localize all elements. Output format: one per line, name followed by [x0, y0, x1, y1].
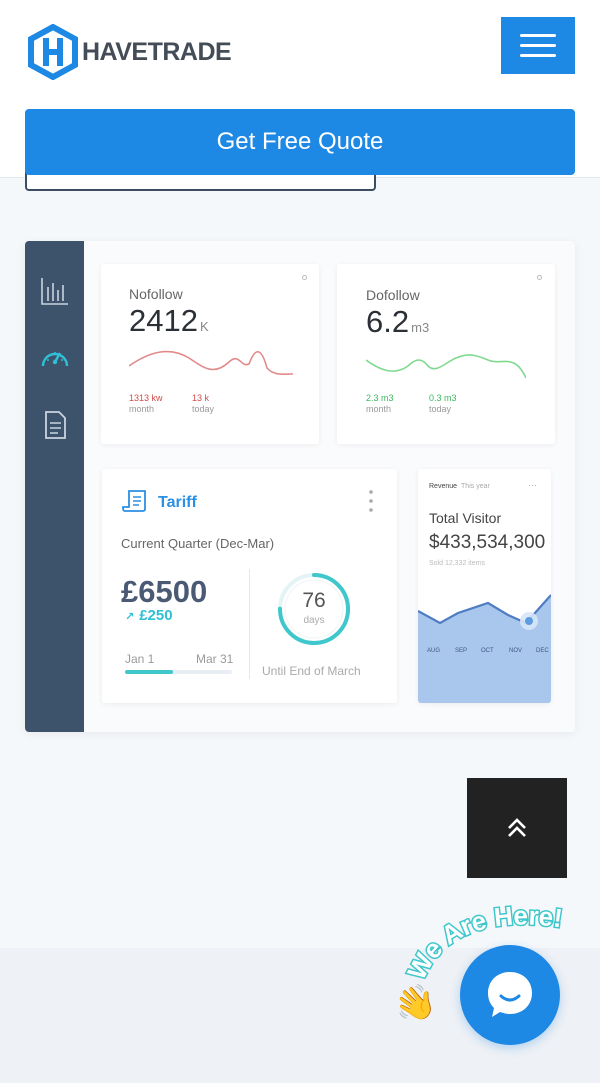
scroll-to-top-button[interactable] — [467, 778, 567, 878]
dofollow-stat-month: 2.3 m3 month — [366, 393, 394, 414]
tariff-card: Tariff Current Quarter (Dec-Mar) £6500 ↗… — [102, 469, 397, 703]
menu-button[interactable] — [501, 17, 575, 74]
card-dot — [537, 275, 542, 280]
revenue-month: DEC — [536, 648, 549, 654]
revenue-sold: Sold 12,332 items — [429, 560, 486, 567]
more-horizontal-icon: ··· — [528, 480, 537, 490]
tariff-end-date: Mar 31 — [196, 652, 234, 666]
revenue-value: $433,534,300 — [429, 532, 546, 553]
nofollow-title: Nofollow — [129, 286, 183, 302]
dofollow-title: Dofollow — [366, 287, 420, 303]
dashboard-illustration: Nofollow 2412 K 1313 kw month 13 k today Do… — [25, 241, 575, 732]
dofollow-stat-today: 0.3 m3 today — [429, 393, 457, 414]
nofollow-stat-today: 13 k today — [192, 393, 215, 414]
days-label: days — [303, 615, 325, 626]
arrow-up-right-icon: ↗ — [125, 611, 135, 623]
get-free-quote-button[interactable]: Get Free Quote — [25, 109, 575, 175]
tariff-price: £6500 — [121, 574, 208, 609]
days-ring — [278, 573, 350, 645]
revenue-month: SEP — [455, 648, 468, 654]
more-vertical-icon — [369, 490, 373, 512]
nofollow-value: 2412 K — [129, 303, 209, 338]
revenue-month: OCT — [481, 648, 494, 654]
revenue-header: Revenue This year — [429, 483, 490, 490]
double-chevron-up-icon — [508, 818, 526, 837]
revenue-title: Total Visitor — [429, 510, 502, 526]
chat-bubble-icon — [488, 972, 532, 1017]
tariff-until-text: Until End of March — [262, 664, 361, 678]
document-icon — [45, 411, 66, 439]
brand-name: HAVETRADE — [82, 37, 232, 66]
tariff-delta: ↗ £250 — [125, 607, 173, 624]
tariff-progress-fill — [125, 670, 174, 674]
gauge-icon — [41, 352, 69, 367]
receipt-icon — [122, 490, 146, 512]
bar-chart-icon — [41, 278, 68, 305]
dofollow-card: Dofollow 6.2 m3 2.3 m3 month 0.3 m3 today — [337, 264, 555, 444]
hamburger-icon — [520, 34, 556, 37]
dashboard-sidebar — [25, 241, 84, 732]
nofollow-card: Nofollow 2412 K 1313 kw month 13 k today — [101, 264, 319, 444]
revenue-area-chart — [418, 594, 551, 703]
hexagon-logo-icon — [28, 24, 78, 80]
revenue-month: NOV — [509, 648, 523, 654]
chat-button[interactable] — [460, 945, 560, 1045]
brand-logo[interactable]: HAVETRADE — [27, 24, 232, 80]
tariff-start-date: Jan 1 — [125, 652, 155, 666]
dofollow-sparkline — [366, 354, 526, 379]
tariff-progress-track — [125, 670, 232, 674]
nofollow-sparkline — [129, 350, 293, 376]
divider — [249, 569, 250, 679]
revenue-month: AUG — [427, 648, 441, 654]
days-remaining: 76 — [302, 589, 326, 612]
nofollow-stat-month: 1313 kw month — [129, 393, 163, 414]
tariff-title: Tariff — [158, 494, 197, 511]
tariff-period: Current Quarter (Dec-Mar) — [121, 536, 275, 551]
revenue-card: Revenue This year ··· Total Visitor $433,… — [418, 469, 551, 703]
card-dot — [302, 275, 307, 280]
dofollow-value: 6.2 m3 — [366, 304, 430, 339]
